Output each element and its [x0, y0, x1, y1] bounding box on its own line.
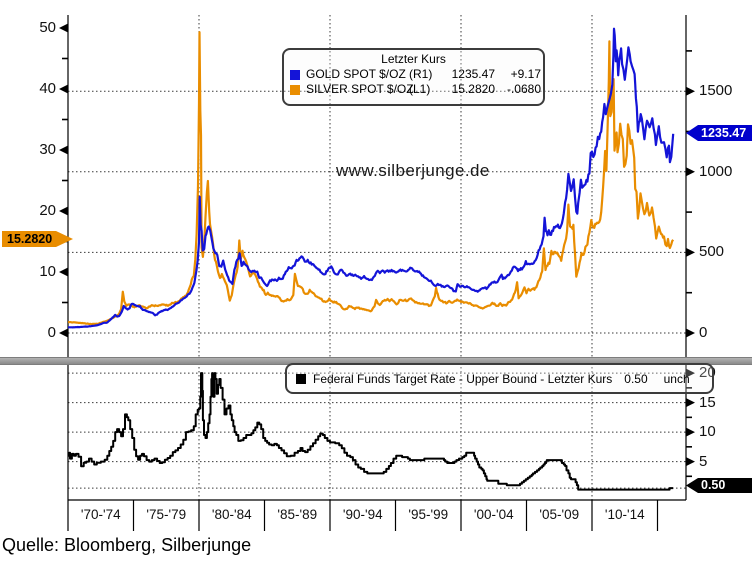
x-axis-label-0004: '00-'04	[473, 507, 514, 522]
x-axis-label-9599: '95-'99	[408, 507, 449, 522]
lower-right-axis-tick-10: 10	[699, 423, 716, 441]
source-caption: Quelle: Bloomberg, Silberjunge	[2, 535, 252, 555]
x-axis-label-1014: '10-'14	[604, 507, 645, 522]
silver-price-tag[interactable]: 15.2820	[2, 231, 73, 247]
rate-price-tag-value: 0.50	[701, 478, 726, 492]
x-axis-label-8084: '80-'84	[211, 507, 252, 522]
x-axis-label-7074: '70-'74	[80, 507, 121, 522]
legend-bottom[interactable]: Federal Funds Target Rate - Upper Bound …	[285, 363, 714, 394]
legend-row-gold: GOLD SPOT $/OZ (R1) 1235.47 +9.17	[290, 67, 541, 82]
gold-legend-label: GOLD SPOT $/OZ	[306, 67, 406, 81]
top-left-axis-tick-20: 20	[39, 202, 56, 219]
silver-legend-change: -.0680	[506, 82, 541, 96]
x-axis-label-8589: '85-'89	[277, 507, 318, 522]
silver-legend-axis: (L1)	[409, 82, 431, 96]
legend-top[interactable]: Letzter Kurs GOLD SPOT $/OZ (R1) 1235.47…	[282, 48, 545, 106]
top-left-axis-tick-10: 10	[39, 263, 56, 280]
legend-title: Letzter Kurs	[381, 52, 446, 66]
silver-price-tag-value: 15.2820	[7, 232, 53, 246]
rate-legend-value: 0.50	[624, 371, 648, 386]
x-axis-label-7579: '75-'79	[146, 507, 187, 522]
gold-legend-value: 1235.47	[451, 67, 495, 81]
top-right-axis-tick-1500: 1500	[699, 82, 733, 100]
top-left-axis-tick-40: 40	[39, 80, 56, 97]
rate-legend-change: unch	[663, 371, 690, 386]
x-axis-label-0509: '05-'09	[539, 507, 580, 522]
gold-swatch-icon	[290, 69, 300, 80]
top-left-axis-tick-30: 30	[39, 141, 56, 158]
gold-legend-axis: (R1)	[409, 67, 433, 81]
gold-price-tag[interactable]: 1235.47	[686, 125, 752, 141]
top-left-axis-tick-0: 0	[47, 324, 56, 341]
silver-swatch-icon	[290, 84, 300, 95]
gold-legend-change: +9.17	[510, 67, 541, 81]
x-axis-label-9094: '90-'94	[342, 507, 383, 522]
silver-legend-value: 15.2820	[451, 82, 495, 96]
top-right-axis-tick-500: 500	[699, 243, 725, 261]
top-right-axis-tick-1000: 1000	[699, 162, 733, 180]
lower-right-axis-tick-15: 15	[699, 393, 716, 411]
top-left-axis-tick-50: 50	[39, 19, 56, 36]
rate-legend-label: Federal Funds Target Rate - Upper Bound …	[313, 371, 613, 386]
rate-price-tag[interactable]: 0.50	[686, 478, 752, 493]
rate-swatch-icon	[296, 373, 306, 384]
silver-legend-label: SILVER SPOT $/OZ	[306, 82, 414, 96]
top-right-axis-tick-0: 0	[699, 324, 708, 341]
lower-right-axis-tick-5: 5	[699, 452, 708, 470]
gold-price-tag-value: 1235.47	[701, 126, 747, 140]
watermark: www.silberjunge.de	[336, 161, 490, 180]
legend-row-silver: SILVER SPOT $/OZ (L1) 15.2820 -.0680	[290, 82, 541, 97]
